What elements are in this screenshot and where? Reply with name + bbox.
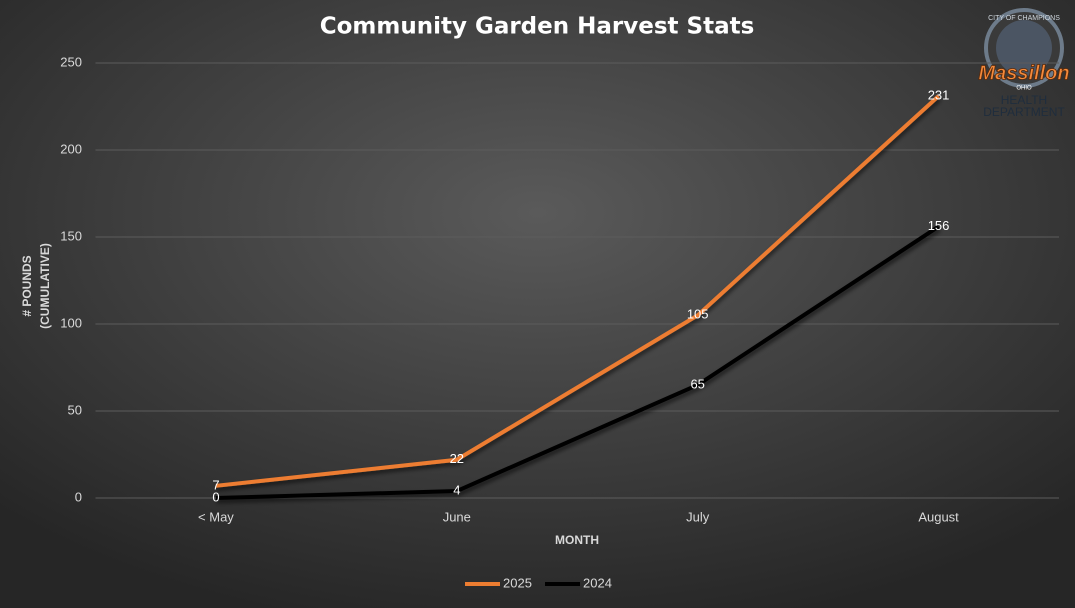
logo-line1: HEALTH	[1001, 93, 1047, 107]
logo-name: Massillon	[978, 62, 1069, 84]
legend-label: 2024	[583, 575, 612, 590]
data-label: 22	[450, 451, 464, 466]
x-tick-label: June	[443, 509, 471, 524]
logo: CITY OF CHAMPIONS Massillon OHIO HEALTH …	[978, 8, 1070, 119]
x-tick-label: August	[918, 509, 959, 524]
y-tick-label: 200	[60, 141, 82, 156]
logo-line2: DEPARTMENT	[983, 105, 1065, 119]
logo-top: CITY OF CHAMPIONS	[988, 15, 1060, 22]
y-tick-label: 50	[68, 402, 82, 417]
y-axis-title-line: (CUMULATIVE)	[38, 243, 52, 329]
series-line	[215, 94, 940, 488]
y-tick-label: 250	[60, 54, 82, 69]
legend-label: 2025	[503, 575, 532, 590]
data-label: 231	[928, 87, 950, 102]
y-axis-title-line: # POUNDS	[20, 255, 34, 316]
y-tick-label: 150	[60, 228, 82, 243]
logo-center	[996, 20, 1052, 76]
data-label: 65	[690, 376, 704, 391]
data-label: 7	[212, 477, 219, 492]
logo-state: OHIO	[1016, 86, 1032, 92]
x-tick-label: < May	[198, 509, 234, 524]
x-axis-title: MONTH	[555, 533, 599, 547]
data-label: 105	[687, 307, 709, 322]
y-tick-label: 0	[75, 489, 82, 504]
y-axis-title: # POUNDS (CUMULATIVE)	[20, 243, 52, 329]
data-label: 156	[928, 218, 950, 233]
series-line	[215, 224, 940, 500]
chart-title: Community Garden Harvest Stats	[320, 14, 755, 40]
y-tick-label: 100	[60, 315, 82, 330]
x-tick-label: July	[686, 509, 710, 524]
data-label: 4	[453, 482, 460, 497]
data-label: 0	[212, 489, 219, 504]
